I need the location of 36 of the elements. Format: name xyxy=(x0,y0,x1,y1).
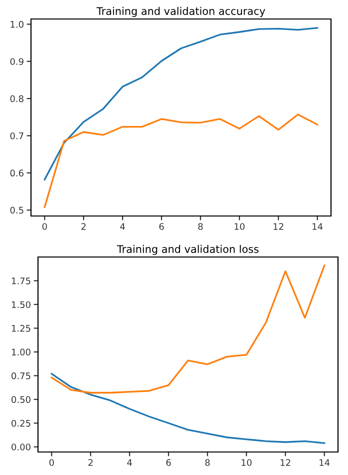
chart-title: Training and validation loss xyxy=(116,244,259,255)
x-tick-label: 8 xyxy=(198,223,203,230)
y-tick-label: 0.00 xyxy=(12,444,30,450)
x-tick-label: 6 xyxy=(166,459,171,466)
y-tick-label: 0.7 xyxy=(10,132,24,140)
x-tick-label: 14 xyxy=(312,223,323,230)
x-tick-label: 10 xyxy=(234,223,245,230)
y-tick-label: 1.00 xyxy=(12,348,30,356)
x-tick-label: 12 xyxy=(280,459,290,466)
x-tick-label: 4 xyxy=(127,459,132,466)
y-tick-label: 1.25 xyxy=(12,324,30,332)
x-tick-label: 4 xyxy=(120,223,125,230)
x-tick-label: 0 xyxy=(42,223,47,230)
y-tick-label: 0.50 xyxy=(12,396,30,403)
y-tick-label: 0.75 xyxy=(12,372,30,380)
y-tick-label: 0.25 xyxy=(12,420,30,427)
chart-title: Training and validation accuracy xyxy=(96,6,266,17)
y-tick-label: 1.50 xyxy=(12,301,30,308)
y-tick-label: 0.9 xyxy=(10,58,24,65)
y-tick-label: 1.75 xyxy=(12,278,30,284)
x-tick-label: 10 xyxy=(242,459,252,466)
x-tick-label: 2 xyxy=(81,223,86,230)
y-tick-label: 1.0 xyxy=(10,20,24,28)
x-tick-label: 0 xyxy=(49,459,54,466)
line-series xyxy=(44,27,318,180)
x-tick-label: 6 xyxy=(159,223,164,230)
line-series xyxy=(50,372,326,444)
line-series xyxy=(44,114,318,208)
y-tick-label: 0.5 xyxy=(10,206,24,214)
y-tick-label: 0.8 xyxy=(10,95,24,102)
x-tick-label: 8 xyxy=(205,459,210,466)
y-tick-label: 0.6 xyxy=(10,170,24,176)
x-tick-label: 14 xyxy=(320,459,330,466)
line-series xyxy=(50,264,326,394)
x-tick-label: 2 xyxy=(88,459,93,466)
x-tick-label: 12 xyxy=(274,223,284,230)
